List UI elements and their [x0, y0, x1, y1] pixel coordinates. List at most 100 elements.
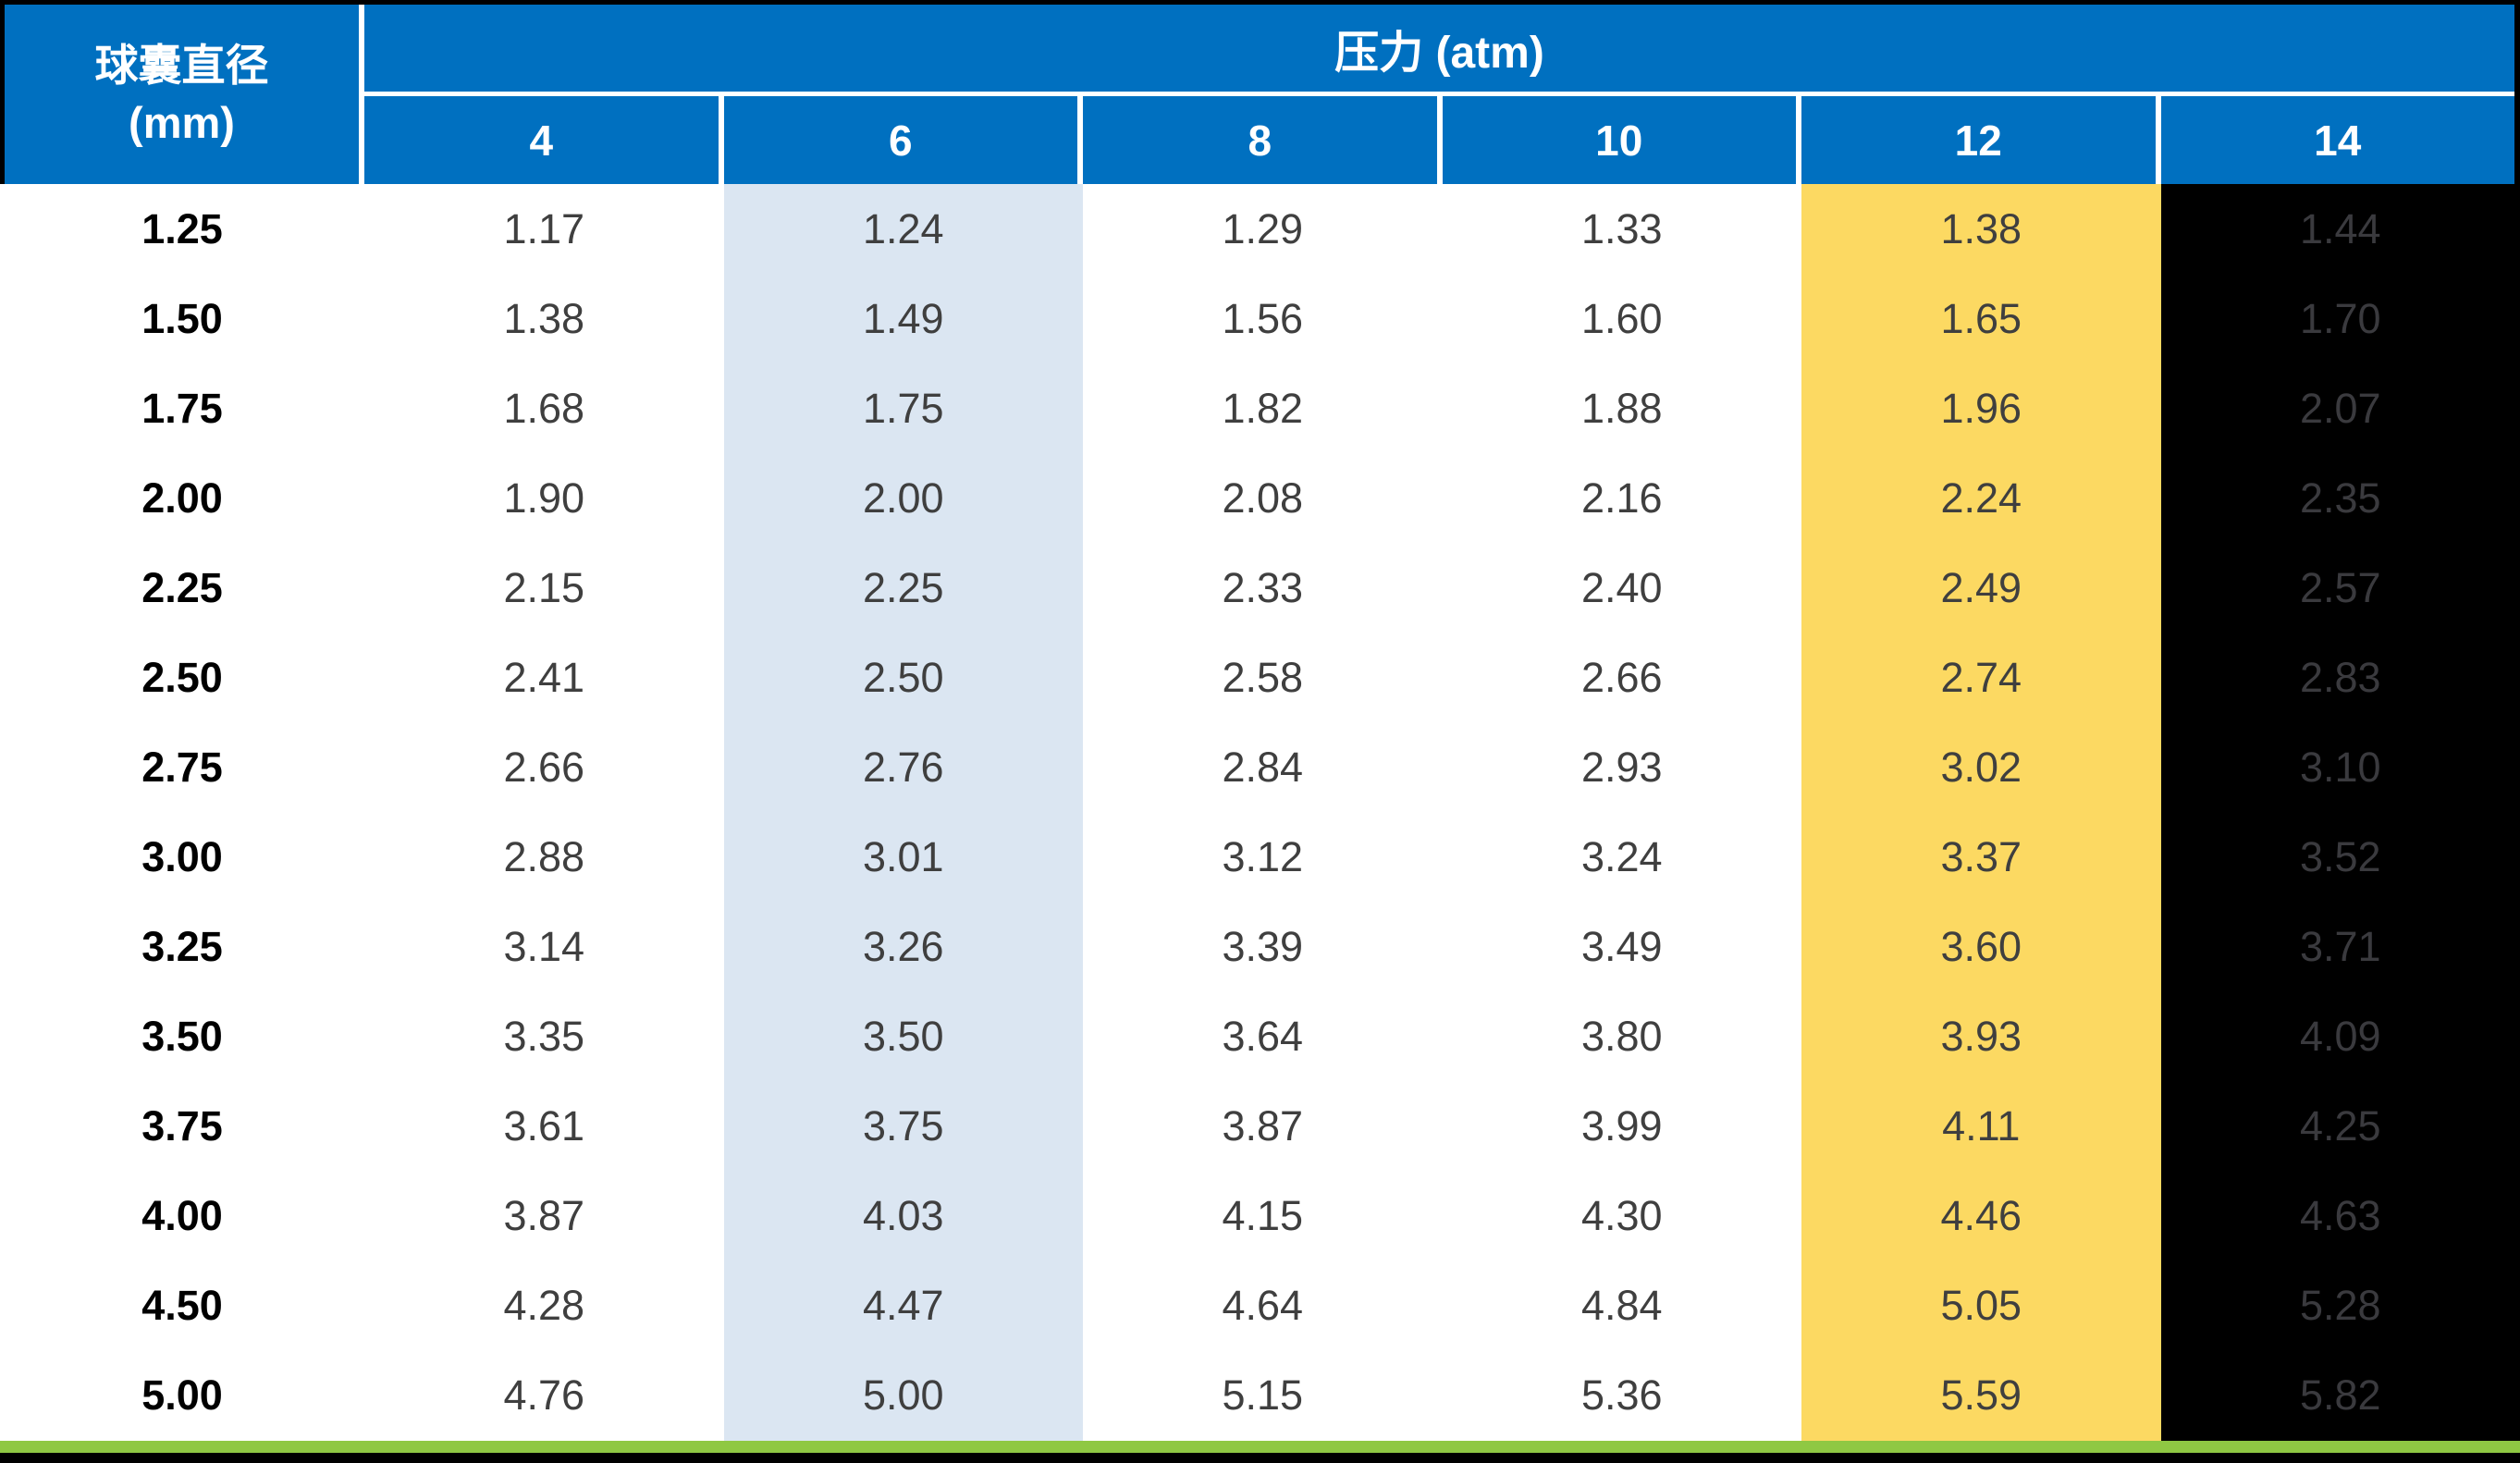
pressure-column-header: 12	[1801, 96, 2156, 184]
pressure-header-cell: 压力 (atm)	[364, 5, 2514, 92]
value-cell: 3.37	[1801, 812, 2161, 903]
value-cell: 2.49	[1801, 543, 2161, 633]
value-cell: 3.75	[723, 1081, 1083, 1172]
value-cell: 1.75	[723, 363, 1083, 454]
pressure-column-header: 8	[1083, 96, 1437, 184]
value-cell: 5.00	[723, 1350, 1083, 1441]
value-cell: 4.09	[2160, 991, 2520, 1082]
header-right-border	[2514, 0, 2520, 184]
value-cell: 3.52	[2160, 812, 2520, 903]
bottom-black-bar	[0, 1453, 2520, 1463]
value-cell: 3.93	[1801, 991, 2161, 1082]
value-cell: 1.60	[1442, 274, 1801, 364]
value-cell: 1.90	[364, 453, 724, 544]
value-cell: 3.99	[1442, 1081, 1801, 1172]
value-cell: 2.83	[2160, 633, 2520, 723]
value-cell: 2.50	[723, 633, 1083, 723]
value-cell: 2.66	[364, 722, 724, 813]
value-cell: 2.40	[1442, 543, 1801, 633]
value-cell: 2.24	[1801, 453, 2161, 544]
value-cell: 1.33	[1442, 184, 1801, 275]
pressure-column-header: 10	[1442, 96, 1796, 184]
diameter-label: 1.75	[0, 363, 364, 454]
value-cell: 5.36	[1442, 1350, 1801, 1441]
value-cell: 3.60	[1801, 902, 2161, 992]
value-cell: 2.15	[364, 543, 724, 633]
value-cell: 3.49	[1442, 902, 1801, 992]
value-cell: 4.84	[1442, 1260, 1801, 1351]
diameter-label: 1.50	[0, 274, 364, 364]
value-cell: 1.65	[1801, 274, 2161, 364]
value-cell: 2.84	[1083, 722, 1443, 813]
pressure-subheader-row: 4 6 8 10 12 14	[364, 96, 2514, 184]
table-body: 1.25 1.17 1.24 1.29 1.33 1.38 1.44 1.50 1.38 1.49…	[0, 184, 2520, 1441]
value-cell: 5.15	[1083, 1350, 1443, 1441]
diameter-label: 2.75	[0, 722, 364, 813]
value-cell: 3.39	[1083, 902, 1443, 992]
value-cell: 3.14	[364, 902, 724, 992]
value-cell: 3.24	[1442, 812, 1801, 903]
value-cell: 3.61	[364, 1081, 724, 1172]
value-cell: 1.68	[364, 363, 724, 454]
value-cell: 1.17	[364, 184, 724, 275]
value-cell: 3.01	[723, 812, 1083, 903]
value-cell: 2.33	[1083, 543, 1443, 633]
value-cell: 3.12	[1083, 812, 1443, 903]
value-cell: 2.00	[723, 453, 1083, 544]
value-cell: 2.16	[1442, 453, 1801, 544]
value-cell: 4.28	[364, 1260, 724, 1351]
pressure-header-label: 压力 (atm)	[1334, 29, 1544, 78]
value-cell: 1.44	[2160, 184, 2520, 275]
value-cell: 2.74	[1801, 633, 2161, 723]
value-cell: 1.70	[2160, 274, 2520, 364]
diameter-label: 3.75	[0, 1081, 364, 1172]
value-cell: 1.88	[1442, 363, 1801, 454]
value-cell: 5.05	[1801, 1260, 2161, 1351]
value-cell: 1.56	[1083, 274, 1443, 364]
value-cell: 2.58	[1083, 633, 1443, 723]
value-cell: 3.87	[364, 1171, 724, 1261]
value-cell: 3.02	[1801, 722, 2161, 813]
row-header-cell: 球囊直径 (mm)	[5, 5, 359, 184]
value-cell: 1.82	[1083, 363, 1443, 454]
top-border	[0, 0, 2520, 5]
header-left-border	[0, 0, 5, 184]
value-cell: 3.80	[1442, 991, 1801, 1082]
value-cell: 2.57	[2160, 543, 2520, 633]
row-header-line1: 球囊直径	[94, 40, 269, 90]
diameter-label: 4.00	[0, 1171, 364, 1261]
diameter-label: 3.25	[0, 902, 364, 992]
value-cell: 4.46	[1801, 1171, 2161, 1261]
value-cell: 5.28	[2160, 1260, 2520, 1351]
value-cell: 4.25	[2160, 1081, 2520, 1172]
value-cell: 5.82	[2160, 1350, 2520, 1441]
value-cell: 3.71	[2160, 902, 2520, 992]
value-cell: 3.10	[2160, 722, 2520, 813]
value-cell: 1.38	[1801, 184, 2161, 275]
value-cell: 2.35	[2160, 453, 2520, 544]
value-cell: 3.64	[1083, 991, 1443, 1082]
diameter-label: 4.50	[0, 1260, 364, 1351]
diameter-label: 3.00	[0, 812, 364, 903]
value-cell: 1.96	[1801, 363, 2161, 454]
diameter-label: 2.00	[0, 453, 364, 544]
value-cell: 1.24	[723, 184, 1083, 275]
value-cell: 3.35	[364, 991, 724, 1082]
diameter-label: 2.25	[0, 543, 364, 633]
value-cell: 1.29	[1083, 184, 1443, 275]
value-cell: 4.11	[1801, 1081, 2161, 1172]
pressure-column-header: 6	[723, 96, 1077, 184]
diameter-label: 2.50	[0, 633, 364, 723]
value-cell: 2.25	[723, 543, 1083, 633]
value-cell: 4.15	[1083, 1171, 1443, 1261]
value-cell: 3.26	[723, 902, 1083, 992]
value-cell: 2.66	[1442, 633, 1801, 723]
green-accent-bar	[0, 1441, 2520, 1453]
value-cell: 4.64	[1083, 1260, 1443, 1351]
value-cell: 4.63	[2160, 1171, 2520, 1261]
value-cell: 2.88	[364, 812, 724, 903]
value-cell: 5.59	[1801, 1350, 2161, 1441]
value-cell: 2.93	[1442, 722, 1801, 813]
value-cell: 2.07	[2160, 363, 2520, 454]
